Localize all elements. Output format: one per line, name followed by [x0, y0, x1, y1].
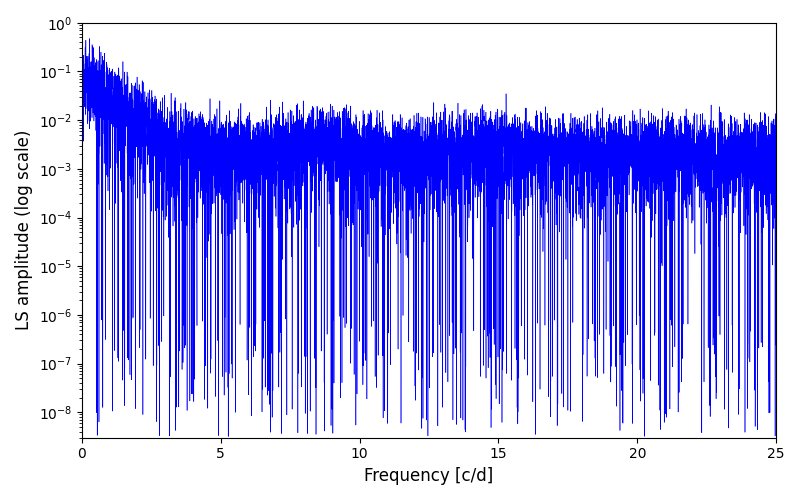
X-axis label: Frequency [c/d]: Frequency [c/d]	[364, 467, 494, 485]
Y-axis label: LS amplitude (log scale): LS amplitude (log scale)	[15, 130, 33, 330]
